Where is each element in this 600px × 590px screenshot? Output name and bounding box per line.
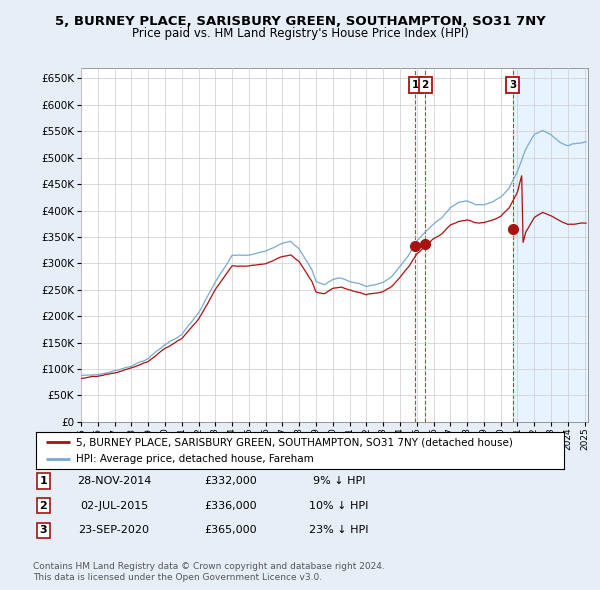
Text: 3: 3: [509, 80, 517, 90]
Text: 5, BURNEY PLACE, SARISBURY GREEN, SOUTHAMPTON, SO31 7NY (detached house): 5, BURNEY PLACE, SARISBURY GREEN, SOUTHA…: [76, 437, 512, 447]
Text: HPI: Average price, detached house, Fareham: HPI: Average price, detached house, Fare…: [76, 454, 313, 464]
Text: Contains HM Land Registry data © Crown copyright and database right 2024.: Contains HM Land Registry data © Crown c…: [33, 562, 385, 571]
Text: 10% ↓ HPI: 10% ↓ HPI: [310, 501, 368, 510]
Text: 2: 2: [40, 501, 47, 510]
Text: 2: 2: [422, 80, 429, 90]
Text: £336,000: £336,000: [205, 501, 257, 510]
Text: 23% ↓ HPI: 23% ↓ HPI: [309, 526, 369, 535]
Bar: [513, 68, 588, 422]
Text: Price paid vs. HM Land Registry's House Price Index (HPI): Price paid vs. HM Land Registry's House …: [131, 27, 469, 40]
Text: 3: 3: [40, 526, 47, 535]
Text: 1: 1: [40, 476, 47, 486]
Text: 28-NOV-2014: 28-NOV-2014: [77, 476, 151, 486]
Text: £365,000: £365,000: [205, 526, 257, 535]
Text: This data is licensed under the Open Government Licence v3.0.: This data is licensed under the Open Gov…: [33, 572, 322, 582]
Text: 23-SEP-2020: 23-SEP-2020: [79, 526, 149, 535]
Text: 1: 1: [412, 80, 419, 90]
Text: £332,000: £332,000: [205, 476, 257, 486]
Text: 02-JUL-2015: 02-JUL-2015: [80, 501, 148, 510]
Text: 9% ↓ HPI: 9% ↓ HPI: [313, 476, 365, 486]
Text: 5, BURNEY PLACE, SARISBURY GREEN, SOUTHAMPTON, SO31 7NY: 5, BURNEY PLACE, SARISBURY GREEN, SOUTHA…: [55, 15, 545, 28]
